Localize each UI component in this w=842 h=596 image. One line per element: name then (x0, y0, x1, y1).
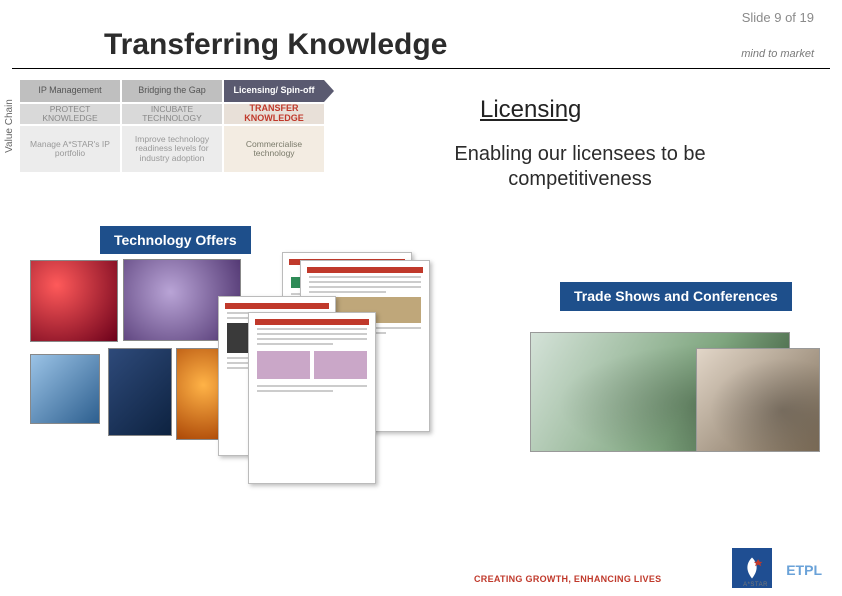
vc-body-improve: Improve technology readiness levels for … (122, 126, 222, 172)
title-rule (12, 68, 830, 69)
trade-show-photo-2 (696, 348, 820, 452)
tech-tile-1 (30, 260, 118, 342)
footer-brand-sub: A*STAR (743, 582, 768, 588)
vc-header-bridge: Bridging the Gap (122, 80, 222, 102)
page-title: Transferring Knowledge (104, 28, 447, 62)
vc-sub-protect: PROTECT KNOWLEDGE (20, 104, 120, 124)
licensing-heading: Licensing (480, 96, 581, 124)
vc-body-manage: Manage A*STAR's IP portfolio (20, 126, 120, 172)
tech-tile-3 (30, 354, 100, 424)
vc-header-ip: IP Management (20, 80, 120, 102)
vc-sub-transfer: TRANSFER KNOWLEDGE (224, 104, 324, 124)
vc-body-commercialise: Commercialise technology (224, 126, 324, 172)
footer-brand: ETPL (786, 562, 822, 578)
licensing-subheading: Enabling our licensees to be competitive… (390, 142, 770, 192)
vc-header-licensing: Licensing/ Spin-off (224, 80, 324, 102)
value-chain-grid: IP Management Bridging the Gap Licensing… (20, 80, 324, 172)
header-tagline: mind to market (741, 48, 814, 60)
slide-number: Slide 9 of 19 (742, 10, 814, 25)
tech-tile-4 (108, 348, 172, 436)
trade-shows-badge: Trade Shows and Conferences (560, 282, 792, 311)
vc-sub-incubate: INCUBATE TECHNOLOGY (122, 104, 222, 124)
doc-page-front (248, 312, 376, 484)
tech-offers-badge: Technology Offers (100, 226, 251, 254)
astar-logo-icon (738, 554, 766, 582)
value-chain-axis-label: Value Chain (4, 86, 15, 166)
trade-shows-label: Trade Shows and Conferences (574, 288, 778, 304)
footer-tagline: CREATING GROWTH, ENHANCING LIVES (474, 574, 661, 584)
